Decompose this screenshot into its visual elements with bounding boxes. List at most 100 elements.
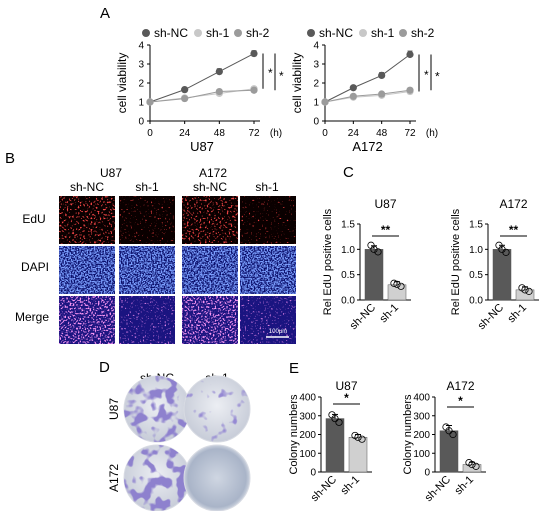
y-tick-label: 300	[413, 411, 430, 422]
data-point	[250, 86, 258, 94]
bar	[492, 249, 512, 301]
y-tick-label: 0	[138, 117, 144, 128]
row-label-dapi: DAPI	[21, 260, 49, 274]
y-tick-label: 4	[138, 41, 144, 52]
image-merge-a172-sh-1	[240, 296, 296, 344]
chart-c-u87: 0.0 0.5 1.0 1.5 Rel EdU positive cells U87 sh-…	[322, 197, 411, 332]
x-tick-label: sh-1	[377, 302, 401, 326]
x-tick-label: 0	[147, 128, 153, 139]
image-dapi-a172-sh-1	[240, 246, 296, 294]
dish-a172-sh-nc-colonies	[124, 445, 190, 511]
y-tick-label: 100	[299, 449, 316, 460]
y-tick-label: 200	[413, 430, 430, 441]
replicate-point	[498, 245, 506, 253]
panel-label-e: E	[289, 360, 299, 377]
y-tick-label: 0.0	[469, 296, 483, 307]
replicate-point	[358, 435, 366, 443]
group-sh-nc-label-a172: sh-NC	[193, 180, 227, 194]
replicate-point	[521, 286, 529, 294]
bar	[364, 249, 384, 301]
replicate-point	[374, 248, 382, 256]
x-tick-label: 0	[322, 128, 328, 139]
replicate-point	[354, 433, 362, 441]
image-merge-u87-sh-nc	[59, 296, 115, 344]
y-tick-label: 1	[138, 98, 144, 109]
replicate-point	[390, 279, 398, 287]
group-sh-1-label-a172: sh-1	[255, 180, 279, 194]
significance-label: **	[509, 223, 519, 237]
x-unit-label: (h)	[426, 128, 438, 139]
legend-marker	[307, 29, 315, 37]
panel-label-b: B	[5, 150, 15, 167]
y-tick-label: 0.5	[469, 270, 483, 281]
legend-marker	[359, 29, 367, 37]
series-line	[324, 89, 411, 103]
x-tick-label: 24	[348, 128, 360, 139]
significance-label: *	[268, 66, 273, 80]
dish-u87-sh-nc-colonies	[124, 376, 190, 442]
chart-title: A172	[499, 197, 527, 211]
image-edu-a172-sh-nc	[182, 196, 238, 244]
data-point	[349, 92, 357, 100]
x-unit-label: (h)	[270, 128, 282, 139]
data-point	[181, 94, 189, 103]
data-point	[406, 86, 414, 94]
significance-label: *	[424, 68, 429, 82]
row-label-a172-d: A172	[107, 464, 121, 492]
data-point	[181, 86, 189, 94]
y-tick-label: 1.0	[341, 245, 355, 256]
legend-label: sh-1	[371, 26, 395, 40]
row-label-u87-d: U87	[107, 398, 121, 420]
group-sh-1-label-u87: sh-1	[135, 180, 159, 194]
image-dapi-a172-sh-nc	[182, 246, 238, 294]
chart-title: U87	[374, 197, 396, 211]
replicate-point	[445, 427, 453, 435]
y-tick-label: 2	[138, 79, 144, 90]
series-line	[324, 91, 411, 103]
legend-marker	[399, 29, 407, 37]
x-tick-label: 72	[404, 128, 416, 139]
legend-marker	[194, 29, 202, 37]
legend-label: sh-NC	[319, 26, 353, 40]
replicate-point	[449, 430, 457, 439]
data-point	[378, 71, 386, 79]
significance-label: *	[344, 391, 349, 405]
x-tick-label: sh-1	[452, 474, 476, 498]
y-tick-label: 3	[313, 60, 319, 71]
cell-line-a172-label: A172	[199, 166, 227, 180]
x-tick-label: 72	[248, 128, 260, 139]
y-axis-title: Colony numbers	[402, 394, 414, 475]
y-tick-label: 0.0	[341, 296, 355, 307]
image-edu-a172-sh-1	[240, 196, 296, 244]
x-axis-title: A172	[352, 139, 382, 154]
x-tick-label: sh-1	[505, 302, 529, 326]
legend-label: sh-1	[206, 26, 230, 40]
chart-a-a172: 0 1 2 3 4 0 24 48 72 (h) A172 cell viability sh-NC sh…	[290, 26, 440, 154]
y-tick-label: 2	[313, 79, 319, 90]
y-axis-title: cell viability	[290, 53, 304, 114]
data-point	[321, 98, 329, 106]
series-line	[149, 89, 255, 103]
data-point	[146, 98, 154, 106]
series-line	[324, 54, 411, 103]
legend-label: sh-NC	[154, 26, 188, 40]
x-tick-label: 24	[179, 128, 191, 139]
y-tick-label: 1.0	[469, 245, 483, 256]
bar	[325, 418, 345, 473]
replicate-point	[468, 460, 476, 469]
replicate-point	[370, 245, 378, 253]
y-axis-title: Rel EdU positive cells	[450, 208, 462, 315]
chart-a-u87: 0 1 2 3 4 0 24 48 72 (h) U87 cell viability sh-NC sh-…	[115, 26, 284, 154]
series-line	[149, 53, 255, 103]
replicate-point	[472, 462, 480, 470]
y-axis-title: Colony numbers	[288, 394, 300, 475]
bar	[348, 437, 368, 473]
image-edu-u87-sh-1	[119, 196, 175, 244]
replicate-point	[393, 280, 401, 288]
panel-d-dishes: sh-NC sh-1 U87 A172	[107, 371, 251, 511]
dish-a172-sh-1-plate	[183, 444, 251, 511]
y-tick-label: 400	[413, 393, 430, 404]
scale-bar-label: 100μm	[269, 329, 287, 335]
